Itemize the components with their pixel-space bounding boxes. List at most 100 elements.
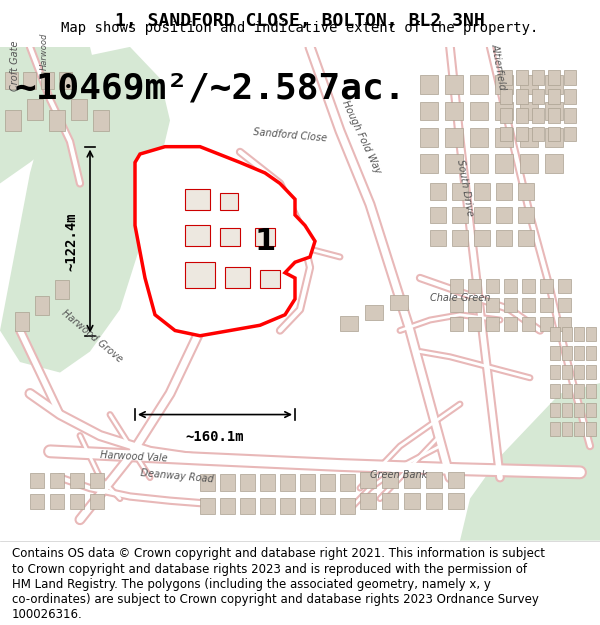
Bar [504, 279, 517, 292]
Bar [532, 89, 544, 104]
Text: Harwood: Harwood [40, 32, 49, 70]
Bar [420, 101, 438, 121]
Bar [340, 316, 358, 331]
Bar [522, 298, 535, 312]
Bar [496, 206, 512, 223]
Bar [562, 346, 572, 360]
Bar [452, 229, 468, 246]
Bar [558, 317, 571, 331]
Bar [30, 473, 44, 488]
Bar [545, 154, 563, 173]
Bar [520, 101, 538, 121]
Bar [55, 280, 69, 299]
Bar [574, 403, 584, 417]
Bar [445, 154, 463, 173]
Bar [240, 498, 255, 514]
Bar [30, 494, 44, 509]
Text: ~160.1m: ~160.1m [185, 431, 244, 444]
Bar [532, 70, 544, 85]
Bar [360, 493, 376, 509]
Bar [550, 328, 560, 341]
Text: 1, SANDFORD CLOSE, BOLTON, BL2 3NH: 1, SANDFORD CLOSE, BOLTON, BL2 3NH [115, 12, 485, 30]
Bar [320, 474, 335, 491]
Bar [564, 107, 576, 122]
Bar [452, 206, 468, 223]
Bar [70, 473, 84, 488]
Text: Hough Fold Way: Hough Fold Way [340, 99, 383, 175]
Bar [430, 206, 446, 223]
Bar [474, 206, 490, 223]
Bar [185, 226, 210, 246]
Bar [470, 127, 488, 147]
Bar [545, 75, 563, 94]
Text: to Crown copyright and database rights 2023 and is reproduced with the permissio: to Crown copyright and database rights 2… [12, 562, 527, 576]
Bar [390, 295, 408, 309]
Bar [5, 72, 18, 89]
Bar [220, 498, 235, 514]
Text: Harwood Vale: Harwood Vale [100, 451, 168, 464]
Bar [495, 154, 513, 173]
Bar [300, 498, 315, 514]
Bar [470, 101, 488, 121]
Bar [320, 498, 335, 514]
Bar [518, 184, 534, 200]
Text: Map shows position and indicative extent of the property.: Map shows position and indicative extent… [61, 21, 539, 35]
Bar [586, 403, 596, 417]
Bar [550, 403, 560, 417]
Bar [574, 365, 584, 379]
Bar [558, 279, 571, 292]
Bar [500, 107, 512, 122]
Bar [500, 70, 512, 85]
Bar [255, 228, 275, 246]
Bar [220, 228, 240, 246]
Bar [516, 70, 528, 85]
Bar [420, 127, 438, 147]
Text: Contains OS data © Crown copyright and database right 2021. This information is : Contains OS data © Crown copyright and d… [12, 548, 545, 561]
Bar [548, 107, 560, 122]
Bar [564, 70, 576, 85]
Text: Deanway Road: Deanway Road [140, 469, 214, 485]
Bar [450, 298, 463, 312]
Bar [220, 474, 235, 491]
Text: Green Bank: Green Bank [370, 469, 427, 479]
Bar [562, 422, 572, 436]
Bar [522, 317, 535, 331]
Bar [280, 498, 295, 514]
Text: Chale Green: Chale Green [430, 293, 490, 303]
Bar [382, 472, 398, 488]
Bar [486, 298, 499, 312]
Bar [360, 472, 376, 488]
Bar [468, 298, 481, 312]
Text: Croft Gate: Croft Gate [10, 41, 20, 91]
Bar [548, 70, 560, 85]
Bar [70, 494, 84, 509]
Bar [562, 328, 572, 341]
Text: 1: 1 [254, 227, 275, 256]
Bar [280, 474, 295, 491]
Bar [260, 474, 275, 491]
Text: Altierfield: Altierfield [490, 42, 508, 91]
Bar [574, 328, 584, 341]
Bar [520, 75, 538, 94]
Text: co-ordinates) are subject to Crown copyright and database rights 2023 Ordnance S: co-ordinates) are subject to Crown copyr… [12, 593, 539, 606]
Bar [562, 403, 572, 417]
Bar [430, 229, 446, 246]
Bar [445, 101, 463, 121]
Bar [5, 110, 21, 131]
Bar [586, 365, 596, 379]
Bar [540, 317, 553, 331]
Bar [420, 154, 438, 173]
Bar [520, 127, 538, 147]
Bar [550, 365, 560, 379]
Bar [450, 279, 463, 292]
Bar [90, 473, 104, 488]
Bar [420, 75, 438, 94]
Bar [90, 494, 104, 509]
Bar [504, 317, 517, 331]
Bar [340, 498, 355, 514]
Bar [340, 474, 355, 491]
Bar [448, 472, 464, 488]
Bar [545, 101, 563, 121]
Bar [260, 498, 275, 514]
Bar [382, 493, 398, 509]
